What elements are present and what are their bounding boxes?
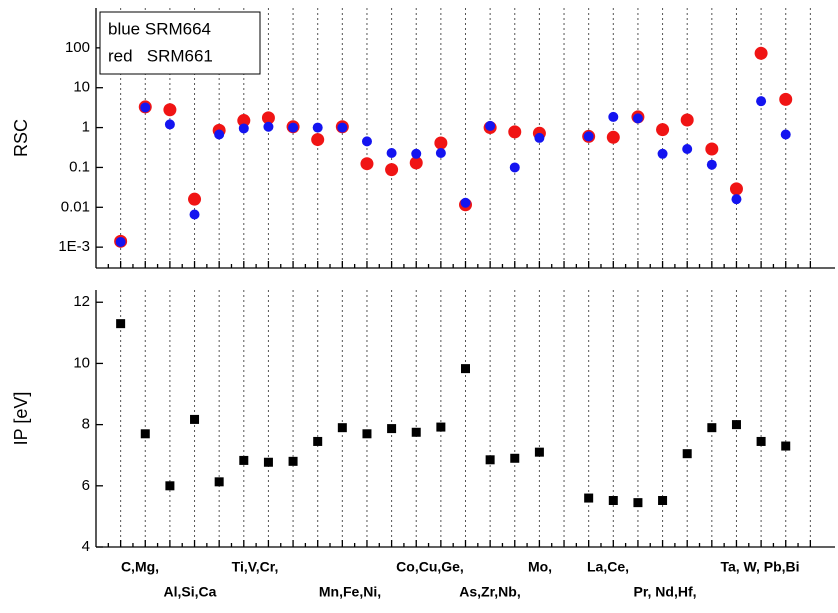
data-point [682, 144, 693, 155]
x-group-label: Mn,Fe,Ni, [319, 584, 381, 600]
data-point [116, 319, 126, 329]
data-point [680, 113, 694, 127]
data-point [386, 148, 397, 159]
data-point [682, 449, 692, 459]
data-point [263, 121, 274, 132]
data-point [583, 131, 594, 142]
data-point [731, 194, 742, 205]
y-tick-label: 0.1 [69, 158, 90, 175]
data-point [190, 414, 200, 424]
data-point [460, 197, 471, 208]
data-point [288, 456, 298, 466]
data-point [461, 364, 470, 374]
data-point [214, 477, 224, 487]
y-tick-label: 6 [82, 477, 90, 494]
data-point [485, 455, 495, 465]
data-point [729, 182, 743, 196]
data-point [337, 423, 347, 433]
y-tick-label: 10 [73, 354, 90, 371]
x-group-label: Ta, W, Pb,Bi [720, 559, 799, 575]
y-tick-label: 8 [82, 416, 90, 433]
y-tick-label: 12 [73, 293, 90, 310]
data-point [656, 123, 670, 137]
data-point [657, 148, 668, 159]
data-point [188, 192, 202, 206]
data-point [165, 481, 175, 491]
x-group-label: As,Zr,Nb, [459, 584, 520, 600]
data-point [239, 455, 249, 465]
data-point [261, 111, 275, 125]
data-point [164, 119, 175, 130]
data-point [361, 136, 372, 147]
y-axis-label: RSC [11, 119, 31, 157]
data-point [163, 103, 177, 117]
data-point [189, 209, 200, 220]
y-tick-label: 1E-3 [58, 238, 90, 255]
data-point [705, 142, 719, 156]
data-point [510, 453, 520, 463]
data-point [731, 420, 741, 430]
data-point [411, 427, 421, 437]
x-group-label: Ti,V,Cr, [232, 559, 279, 575]
data-point [754, 46, 768, 60]
data-point [311, 133, 325, 147]
x-group-label: Co,Cu,Ge, [396, 559, 464, 575]
y-tick-label: 0.01 [61, 198, 90, 215]
data-point [387, 424, 397, 434]
data-point [707, 423, 717, 433]
legend-entry: red SRM661 [108, 46, 213, 65]
y-axis-label: IP [eV] [11, 392, 31, 446]
data-point [780, 129, 791, 140]
data-point [313, 436, 323, 446]
y-tick-label: 1 [82, 119, 90, 136]
data-point [435, 148, 446, 159]
data-point [434, 136, 448, 150]
y-tick-label: 100 [65, 39, 90, 56]
data-point [360, 157, 374, 171]
x-group-label: Al,Si,Ca [164, 584, 217, 600]
data-point [633, 498, 643, 508]
data-point [485, 120, 496, 131]
data-point [237, 114, 251, 128]
legend-box [99, 11, 261, 75]
y-tick-label: 4 [82, 538, 90, 555]
data-point [409, 156, 423, 170]
data-point [288, 122, 299, 133]
data-point [606, 130, 620, 144]
data-point [312, 122, 323, 133]
data-point [508, 125, 522, 139]
data-point [534, 447, 544, 457]
y-tick-label: 10 [73, 79, 90, 96]
data-point [608, 111, 619, 122]
data-point [115, 236, 126, 247]
data-point [436, 422, 446, 432]
x-group-label: Mo, [528, 559, 552, 575]
data-point [385, 163, 399, 177]
data-point [214, 129, 225, 140]
data-point [140, 429, 150, 439]
data-point [781, 441, 791, 451]
data-point [362, 429, 372, 439]
data-point [509, 162, 520, 173]
data-point [608, 495, 618, 505]
data-point [337, 122, 348, 133]
data-point [238, 123, 249, 134]
data-point [534, 132, 545, 143]
x-group-label: La,Ce, [587, 559, 629, 575]
data-point [263, 457, 273, 467]
data-point [756, 436, 766, 446]
data-point [658, 495, 668, 505]
data-point [411, 148, 422, 159]
legend-entry: blue SRM664 [108, 19, 211, 38]
data-point [584, 493, 594, 503]
data-point [756, 96, 767, 107]
data-point [632, 113, 643, 124]
x-group-label: C,Mg, [121, 559, 159, 575]
data-point [779, 92, 793, 106]
data-point [140, 102, 151, 113]
x-group-label: Pr, Nd,Hf, [633, 584, 696, 600]
data-point [706, 159, 717, 170]
